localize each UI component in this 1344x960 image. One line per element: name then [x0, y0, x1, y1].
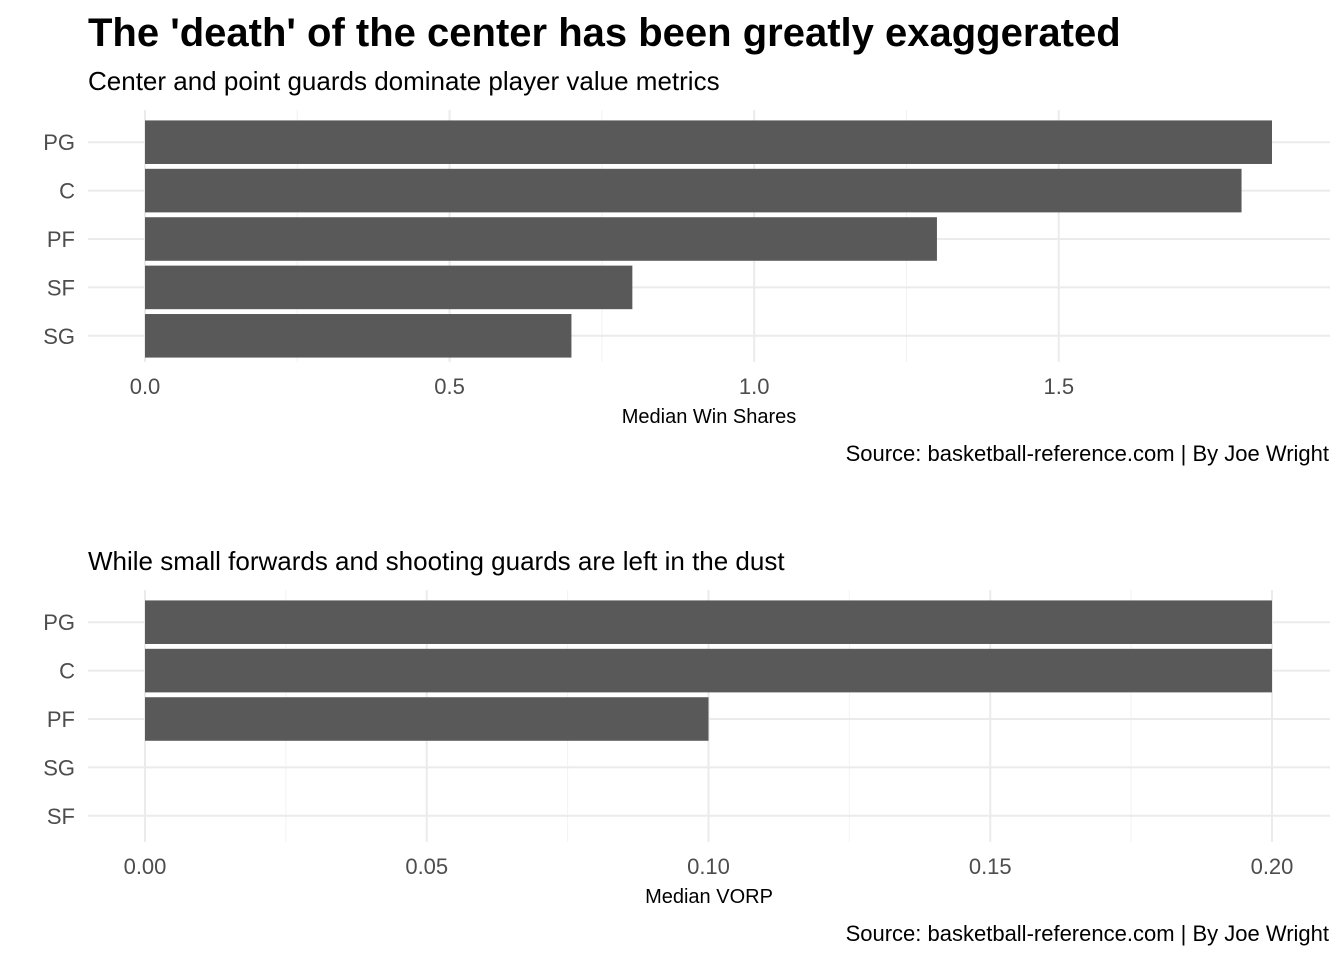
- y-tick-label: PG: [43, 610, 75, 635]
- source-caption: Source: basketball-reference.com | By Jo…: [846, 921, 1329, 946]
- y-tick-label: C: [59, 179, 75, 204]
- bar-pg: [145, 120, 1272, 164]
- x-tick-label: 0.10: [687, 854, 730, 879]
- chart-title: The 'death' of the center has been great…: [88, 11, 1121, 55]
- x-tick-label: 1.5: [1043, 374, 1074, 399]
- bar-c: [145, 648, 1272, 693]
- source-caption: Source: basketball-reference.com | By Jo…: [846, 441, 1329, 466]
- x-tick-label: 0.5: [434, 374, 465, 399]
- y-tick-label: C: [59, 659, 75, 684]
- bar-sg: [145, 314, 572, 358]
- bar-pg: [145, 600, 1272, 644]
- y-tick-label: PF: [47, 227, 75, 252]
- x-tick-label: 0.15: [969, 854, 1012, 879]
- panel-subtitle: While small forwards and shooting guards…: [88, 546, 785, 576]
- bar-pf: [145, 697, 709, 741]
- panel-subtitle: Center and point guards dominate player …: [88, 66, 720, 96]
- y-tick-label: PG: [43, 130, 75, 155]
- bar-sf: [145, 265, 633, 310]
- chart-panel-1: Center and point guards dominate player …: [43, 66, 1330, 466]
- y-tick-label: PF: [47, 707, 75, 732]
- x-tick-label: 1.0: [739, 374, 770, 399]
- y-tick-label: SF: [47, 275, 75, 300]
- chart-panels: Center and point guards dominate player …: [43, 66, 1330, 946]
- x-tick-label: 0.05: [405, 854, 448, 879]
- y-tick-label: SG: [43, 324, 75, 349]
- bar-pf: [145, 217, 937, 261]
- x-tick-label: 0.20: [1251, 854, 1294, 879]
- x-axis-title: Median Win Shares: [622, 406, 797, 428]
- y-tick-label: SG: [43, 755, 75, 780]
- bar-c: [145, 168, 1242, 213]
- x-tick-label: 0.00: [124, 854, 167, 879]
- x-tick-label: 0.0: [130, 374, 161, 399]
- chart-panel-2: While small forwards and shooting guards…: [43, 546, 1330, 946]
- x-axis-title: Median VORP: [645, 886, 773, 908]
- y-tick-label: SF: [47, 804, 75, 829]
